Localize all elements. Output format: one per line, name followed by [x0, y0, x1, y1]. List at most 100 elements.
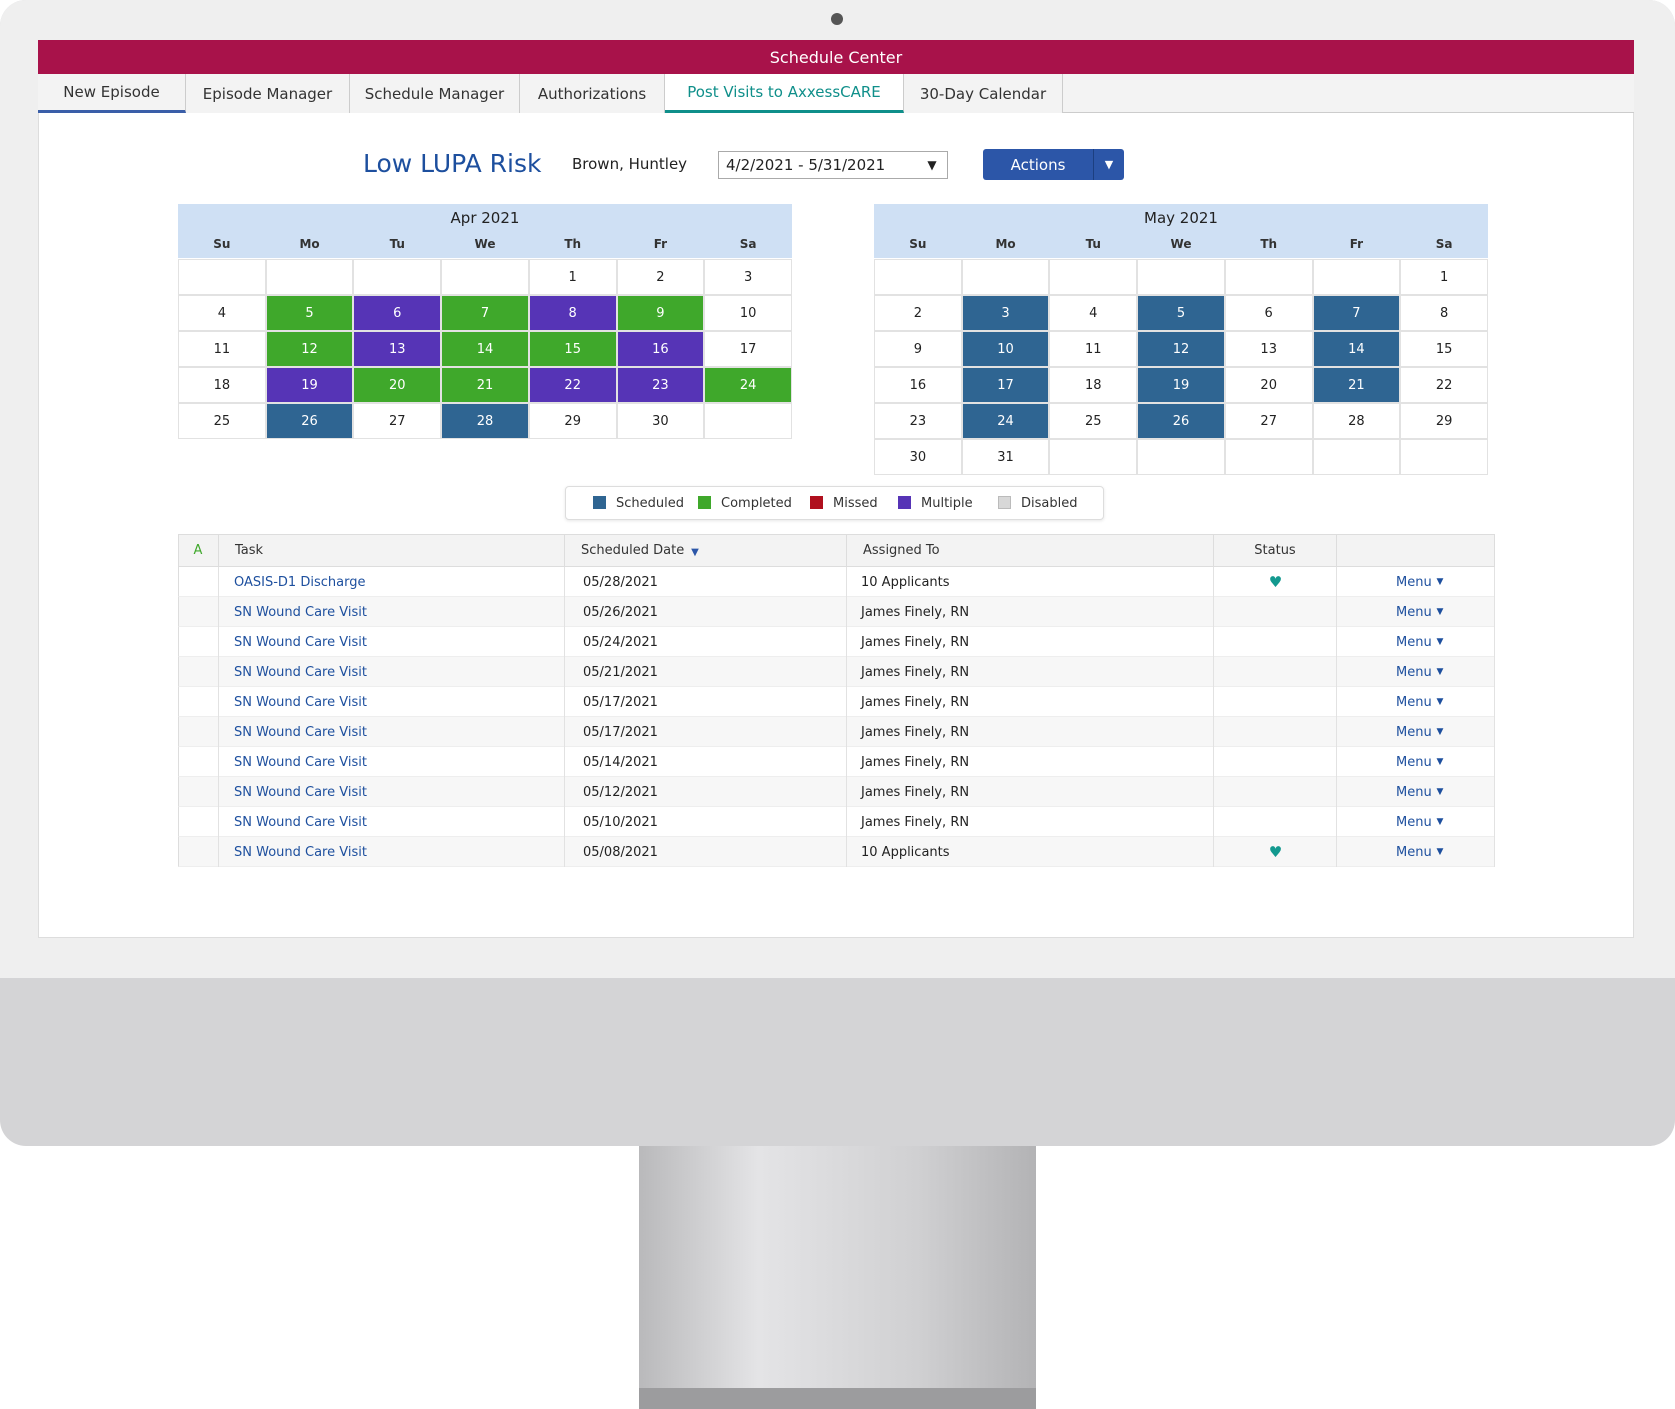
calendar-day-multiple[interactable]: 23	[616, 367, 705, 403]
calendar-day[interactable]: 2	[874, 295, 962, 331]
calendar-day[interactable]: 27	[1224, 403, 1313, 439]
calendar-day-multiple[interactable]: 19	[265, 367, 354, 403]
calendar-day-scheduled[interactable]: 14	[1312, 331, 1401, 367]
calendar-day-scheduled[interactable]: 3	[961, 295, 1050, 331]
calendar-day[interactable]: 25	[178, 403, 266, 439]
tab[interactable]: Authorizations	[520, 74, 665, 113]
calendar-day[interactable]: 8	[1400, 295, 1488, 331]
row-menu[interactable]: Menu	[1396, 694, 1432, 710]
calendar-day[interactable]: 13	[1224, 331, 1313, 367]
calendar-day-scheduled[interactable]: 19	[1137, 367, 1225, 403]
calendar-day[interactable]: 18	[1049, 367, 1138, 403]
tab[interactable]: Schedule Manager	[350, 74, 520, 113]
scheduled-date: 05/26/2021	[583, 604, 658, 620]
tab[interactable]: New Episode	[38, 74, 186, 113]
calendar-day[interactable]: 6	[1224, 295, 1313, 331]
calendar-day[interactable]: 9	[874, 331, 962, 367]
calendar-day[interactable]: 4	[1049, 295, 1138, 331]
row-menu[interactable]: Menu	[1396, 604, 1432, 620]
weekday-label: Mo	[995, 237, 1016, 251]
task-link[interactable]: SN Wound Care Visit	[234, 844, 367, 860]
calendar-day-scheduled[interactable]: 12	[1137, 331, 1225, 367]
calendar-day-completed[interactable]: 12	[265, 331, 354, 367]
calendar-day-multiple[interactable]: 13	[353, 331, 442, 367]
task-link[interactable]: SN Wound Care Visit	[234, 754, 367, 770]
table-row	[178, 747, 1495, 777]
calendar-day-scheduled[interactable]: 5	[1137, 295, 1225, 331]
task-link[interactable]: SN Wound Care Visit	[234, 784, 367, 800]
table-row	[178, 567, 1495, 597]
calendar-day[interactable]: 23	[874, 403, 962, 439]
row-menu[interactable]: Menu	[1396, 574, 1432, 590]
task-link[interactable]: SN Wound Care Visit	[234, 724, 367, 740]
row-menu[interactable]: Menu	[1396, 724, 1432, 740]
calendar-day[interactable]: 3	[704, 259, 792, 295]
calendar-day-completed[interactable]: 24	[704, 367, 792, 403]
calendar-day[interactable]: 4	[178, 295, 266, 331]
calendar-day[interactable]: 1	[528, 259, 617, 295]
calendar-day-multiple[interactable]: 6	[353, 295, 442, 331]
calendar-day[interactable]: 30	[616, 403, 705, 439]
calendar-day[interactable]: 15	[1400, 331, 1488, 367]
calendar-day[interactable]: 27	[353, 403, 442, 439]
calendar-day[interactable]: 29	[1400, 403, 1488, 439]
cell-divider	[846, 837, 847, 867]
calendar-day-scheduled[interactable]: 24	[961, 403, 1050, 439]
calendar-day-completed[interactable]: 7	[441, 295, 529, 331]
task-link[interactable]: SN Wound Care Visit	[234, 664, 367, 680]
row-menu[interactable]: Menu	[1396, 664, 1432, 680]
task-link[interactable]: SN Wound Care Visit	[234, 604, 367, 620]
calendar-day[interactable]: 29	[528, 403, 617, 439]
calendar-day-completed[interactable]: 9	[616, 295, 705, 331]
date-select[interactable]: 4/2/2021 - 5/31/2021	[718, 151, 948, 179]
assigned-to: 10 Applicants	[861, 574, 950, 590]
calendar-day-scheduled[interactable]: 26	[1137, 403, 1225, 439]
actions-dropdown[interactable]: ▼	[1093, 149, 1124, 180]
actions-button[interactable]: Actions	[983, 149, 1093, 180]
row-menu[interactable]: Menu	[1396, 784, 1432, 800]
assigned-to: James Finely, RN	[861, 694, 970, 710]
calendar-day[interactable]: 28	[1312, 403, 1401, 439]
calendar-day[interactable]: 1	[1400, 259, 1488, 295]
cell-divider	[1494, 567, 1495, 597]
row-menu[interactable]: Menu	[1396, 634, 1432, 650]
calendar-day-multiple[interactable]: 22	[528, 367, 617, 403]
calendar-day-scheduled[interactable]: 26	[265, 403, 354, 439]
calendar-day-scheduled[interactable]: 21	[1312, 367, 1401, 403]
tab[interactable]: 30-Day Calendar	[904, 74, 1063, 113]
calendar-day-completed[interactable]: 5	[265, 295, 354, 331]
task-link[interactable]: OASIS-D1 Discharge	[234, 574, 366, 590]
row-menu[interactable]: Menu	[1396, 844, 1432, 860]
calendar-day[interactable]: 30	[874, 439, 962, 475]
calendar-day[interactable]: 17	[704, 331, 792, 367]
calendar-day[interactable]: 11	[1049, 331, 1138, 367]
tab[interactable]: Post Visits to AxxessCARE	[665, 74, 904, 113]
task-link[interactable]: SN Wound Care Visit	[234, 694, 367, 710]
calendar-day[interactable]: 11	[178, 331, 266, 367]
row-menu[interactable]: Menu	[1396, 814, 1432, 830]
row-menu[interactable]: Menu	[1396, 754, 1432, 770]
calendar-day-scheduled[interactable]: 7	[1312, 295, 1401, 331]
column-header[interactable]: Scheduled Date	[565, 534, 847, 567]
scheduled-date: 05/08/2021	[583, 844, 658, 860]
calendar-day[interactable]: 20	[1224, 367, 1313, 403]
calendar-day[interactable]: 25	[1049, 403, 1138, 439]
tab[interactable]: Episode Manager	[186, 74, 350, 113]
calendar-day[interactable]: 16	[874, 367, 962, 403]
calendar-day-completed[interactable]: 20	[353, 367, 442, 403]
calendar-day-completed[interactable]: 14	[441, 331, 529, 367]
task-link[interactable]: SN Wound Care Visit	[234, 814, 367, 830]
calendar-day-completed[interactable]: 21	[441, 367, 529, 403]
calendar-day[interactable]: 18	[178, 367, 266, 403]
calendar-day-scheduled[interactable]: 17	[961, 367, 1050, 403]
calendar-day-scheduled[interactable]: 28	[441, 403, 529, 439]
calendar-day[interactable]: 2	[616, 259, 705, 295]
task-link[interactable]: SN Wound Care Visit	[234, 634, 367, 650]
calendar-day[interactable]: 31	[961, 439, 1050, 475]
calendar-day[interactable]: 10	[704, 295, 792, 331]
calendar-day-multiple[interactable]: 16	[616, 331, 705, 367]
calendar-day[interactable]: 22	[1400, 367, 1488, 403]
calendar-day-completed[interactable]: 15	[528, 331, 617, 367]
calendar-day-multiple[interactable]: 8	[528, 295, 617, 331]
calendar-day-scheduled[interactable]: 10	[961, 331, 1050, 367]
